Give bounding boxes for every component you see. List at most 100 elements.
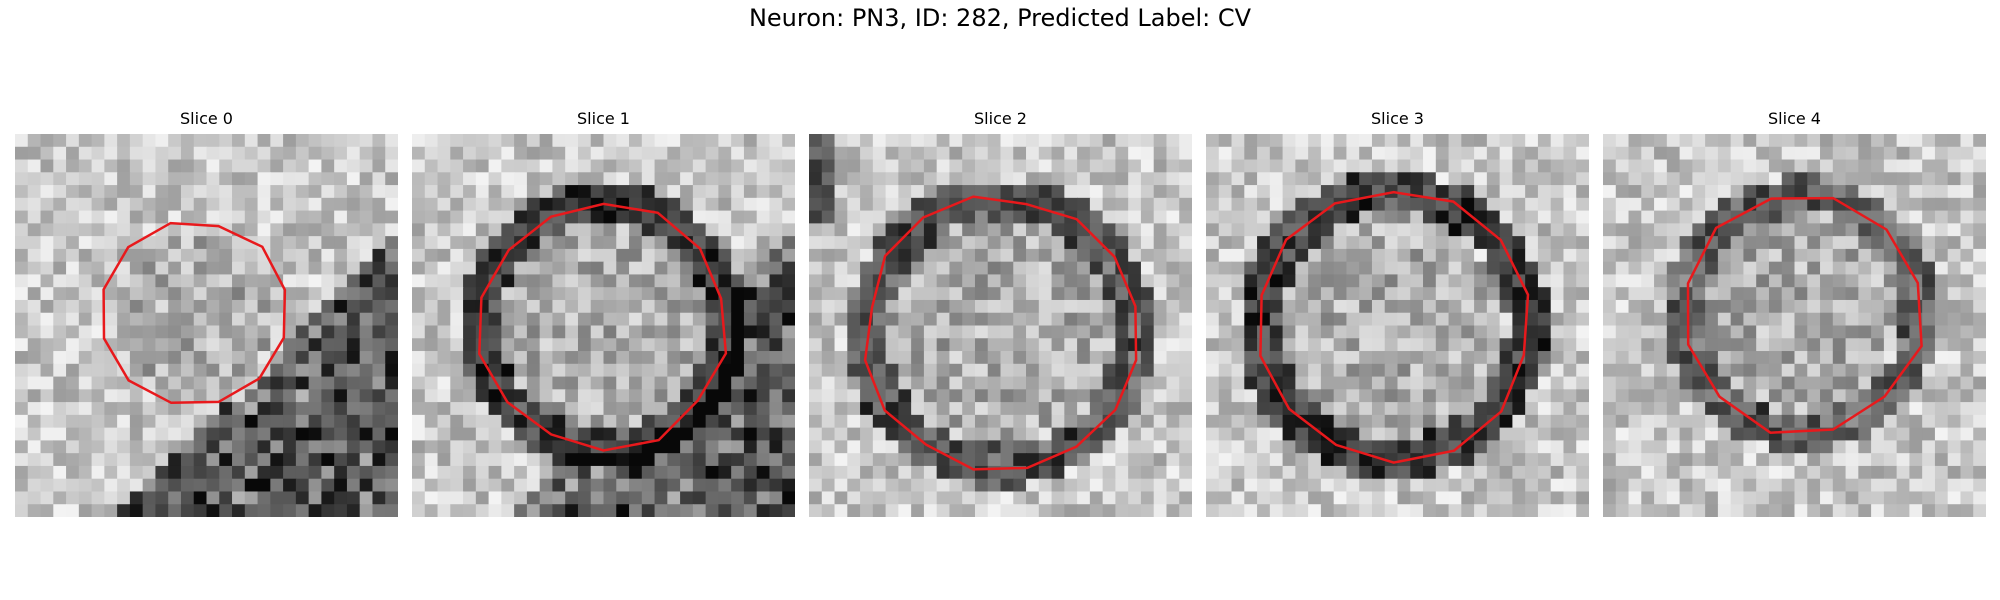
pixel: [1973, 185, 1986, 198]
pixel: [1629, 223, 1642, 236]
pixel: [898, 402, 911, 415]
pixel: [283, 504, 296, 517]
pixel: [194, 389, 207, 402]
pixel: [1973, 402, 1986, 415]
pixel: [514, 249, 527, 262]
pixel: [1576, 211, 1589, 224]
pixel: [1884, 211, 1897, 224]
pixel: [1525, 160, 1538, 173]
pixel: [476, 338, 489, 351]
pixel: [1743, 185, 1756, 198]
pixel: [28, 479, 41, 492]
pixel: [565, 287, 578, 300]
pixel: [1385, 198, 1398, 211]
pixel: [1538, 479, 1551, 492]
pixel: [1474, 172, 1487, 185]
pixel: [1629, 262, 1642, 275]
pixel: [769, 364, 782, 377]
pixel: [578, 223, 591, 236]
pixel: [1346, 338, 1359, 351]
pixel: [1960, 364, 1973, 377]
pixel: [1654, 134, 1667, 147]
pixel: [1449, 287, 1462, 300]
pixel: [501, 274, 514, 287]
pixel: [1935, 313, 1948, 326]
pixel: [1219, 262, 1232, 275]
pixel: [1321, 491, 1334, 504]
pixel: [1795, 364, 1808, 377]
pixel: [360, 326, 373, 339]
pixel: [117, 147, 130, 160]
pixel: [1232, 402, 1245, 415]
pixel: [1154, 466, 1167, 479]
pixel: [1909, 453, 1922, 466]
pixel: [1026, 428, 1039, 441]
pixel: [835, 415, 848, 428]
pixel: [66, 249, 79, 262]
pixel: [616, 453, 629, 466]
pixel: [847, 211, 860, 224]
pixel: [489, 300, 502, 313]
pixel: [1538, 326, 1551, 339]
pixel: [450, 491, 463, 504]
pixel: [629, 326, 642, 339]
pixel: [79, 491, 92, 504]
pixel: [604, 453, 617, 466]
pixel: [1935, 377, 1948, 390]
pixel: [1525, 147, 1538, 160]
pixel: [565, 249, 578, 262]
pixel: [15, 453, 28, 466]
pixel: [385, 147, 398, 160]
pixel: [924, 453, 937, 466]
pixel: [757, 389, 770, 402]
pixel: [731, 440, 744, 453]
pixel: [1474, 185, 1487, 198]
pixel: [655, 504, 668, 517]
pixel: [757, 313, 770, 326]
pixel: [629, 185, 642, 198]
pixel: [1731, 198, 1744, 211]
pixel: [1077, 198, 1090, 211]
pixel: [975, 453, 988, 466]
pixel: [835, 274, 848, 287]
pixel: [1398, 479, 1411, 492]
pixel: [1398, 274, 1411, 287]
pixel: [270, 172, 283, 185]
pixel: [168, 160, 181, 173]
pixel: [962, 313, 975, 326]
pixel: [1756, 453, 1769, 466]
pixel: [1321, 262, 1334, 275]
pixel: [53, 172, 66, 185]
pixel: [680, 211, 693, 224]
pixel: [1973, 211, 1986, 224]
pixel: [1410, 313, 1423, 326]
pixel: [975, 479, 988, 492]
pixel: [1257, 198, 1270, 211]
pixel: [117, 453, 130, 466]
pixel: [1603, 402, 1616, 415]
pixel: [53, 160, 66, 173]
pixel: [680, 466, 693, 479]
pixel: [53, 249, 66, 262]
pixel: [1654, 351, 1667, 364]
pixel: [1756, 504, 1769, 517]
pixel: [1026, 440, 1039, 453]
pixel: [1922, 351, 1935, 364]
pixel: [1039, 274, 1052, 287]
pixel: [822, 479, 835, 492]
pixel: [1270, 287, 1283, 300]
pixel: [1423, 313, 1436, 326]
pixel: [143, 364, 156, 377]
pixel: [680, 160, 693, 173]
pixel: [1897, 338, 1910, 351]
pixel: [219, 440, 232, 453]
pixel: [911, 274, 924, 287]
pixel: [425, 491, 438, 504]
pixel: [769, 491, 782, 504]
pixel: [1359, 134, 1372, 147]
pixel: [835, 326, 848, 339]
pixel: [1884, 338, 1897, 351]
pixel: [604, 402, 617, 415]
pixel: [809, 249, 822, 262]
pixel: [1769, 134, 1782, 147]
